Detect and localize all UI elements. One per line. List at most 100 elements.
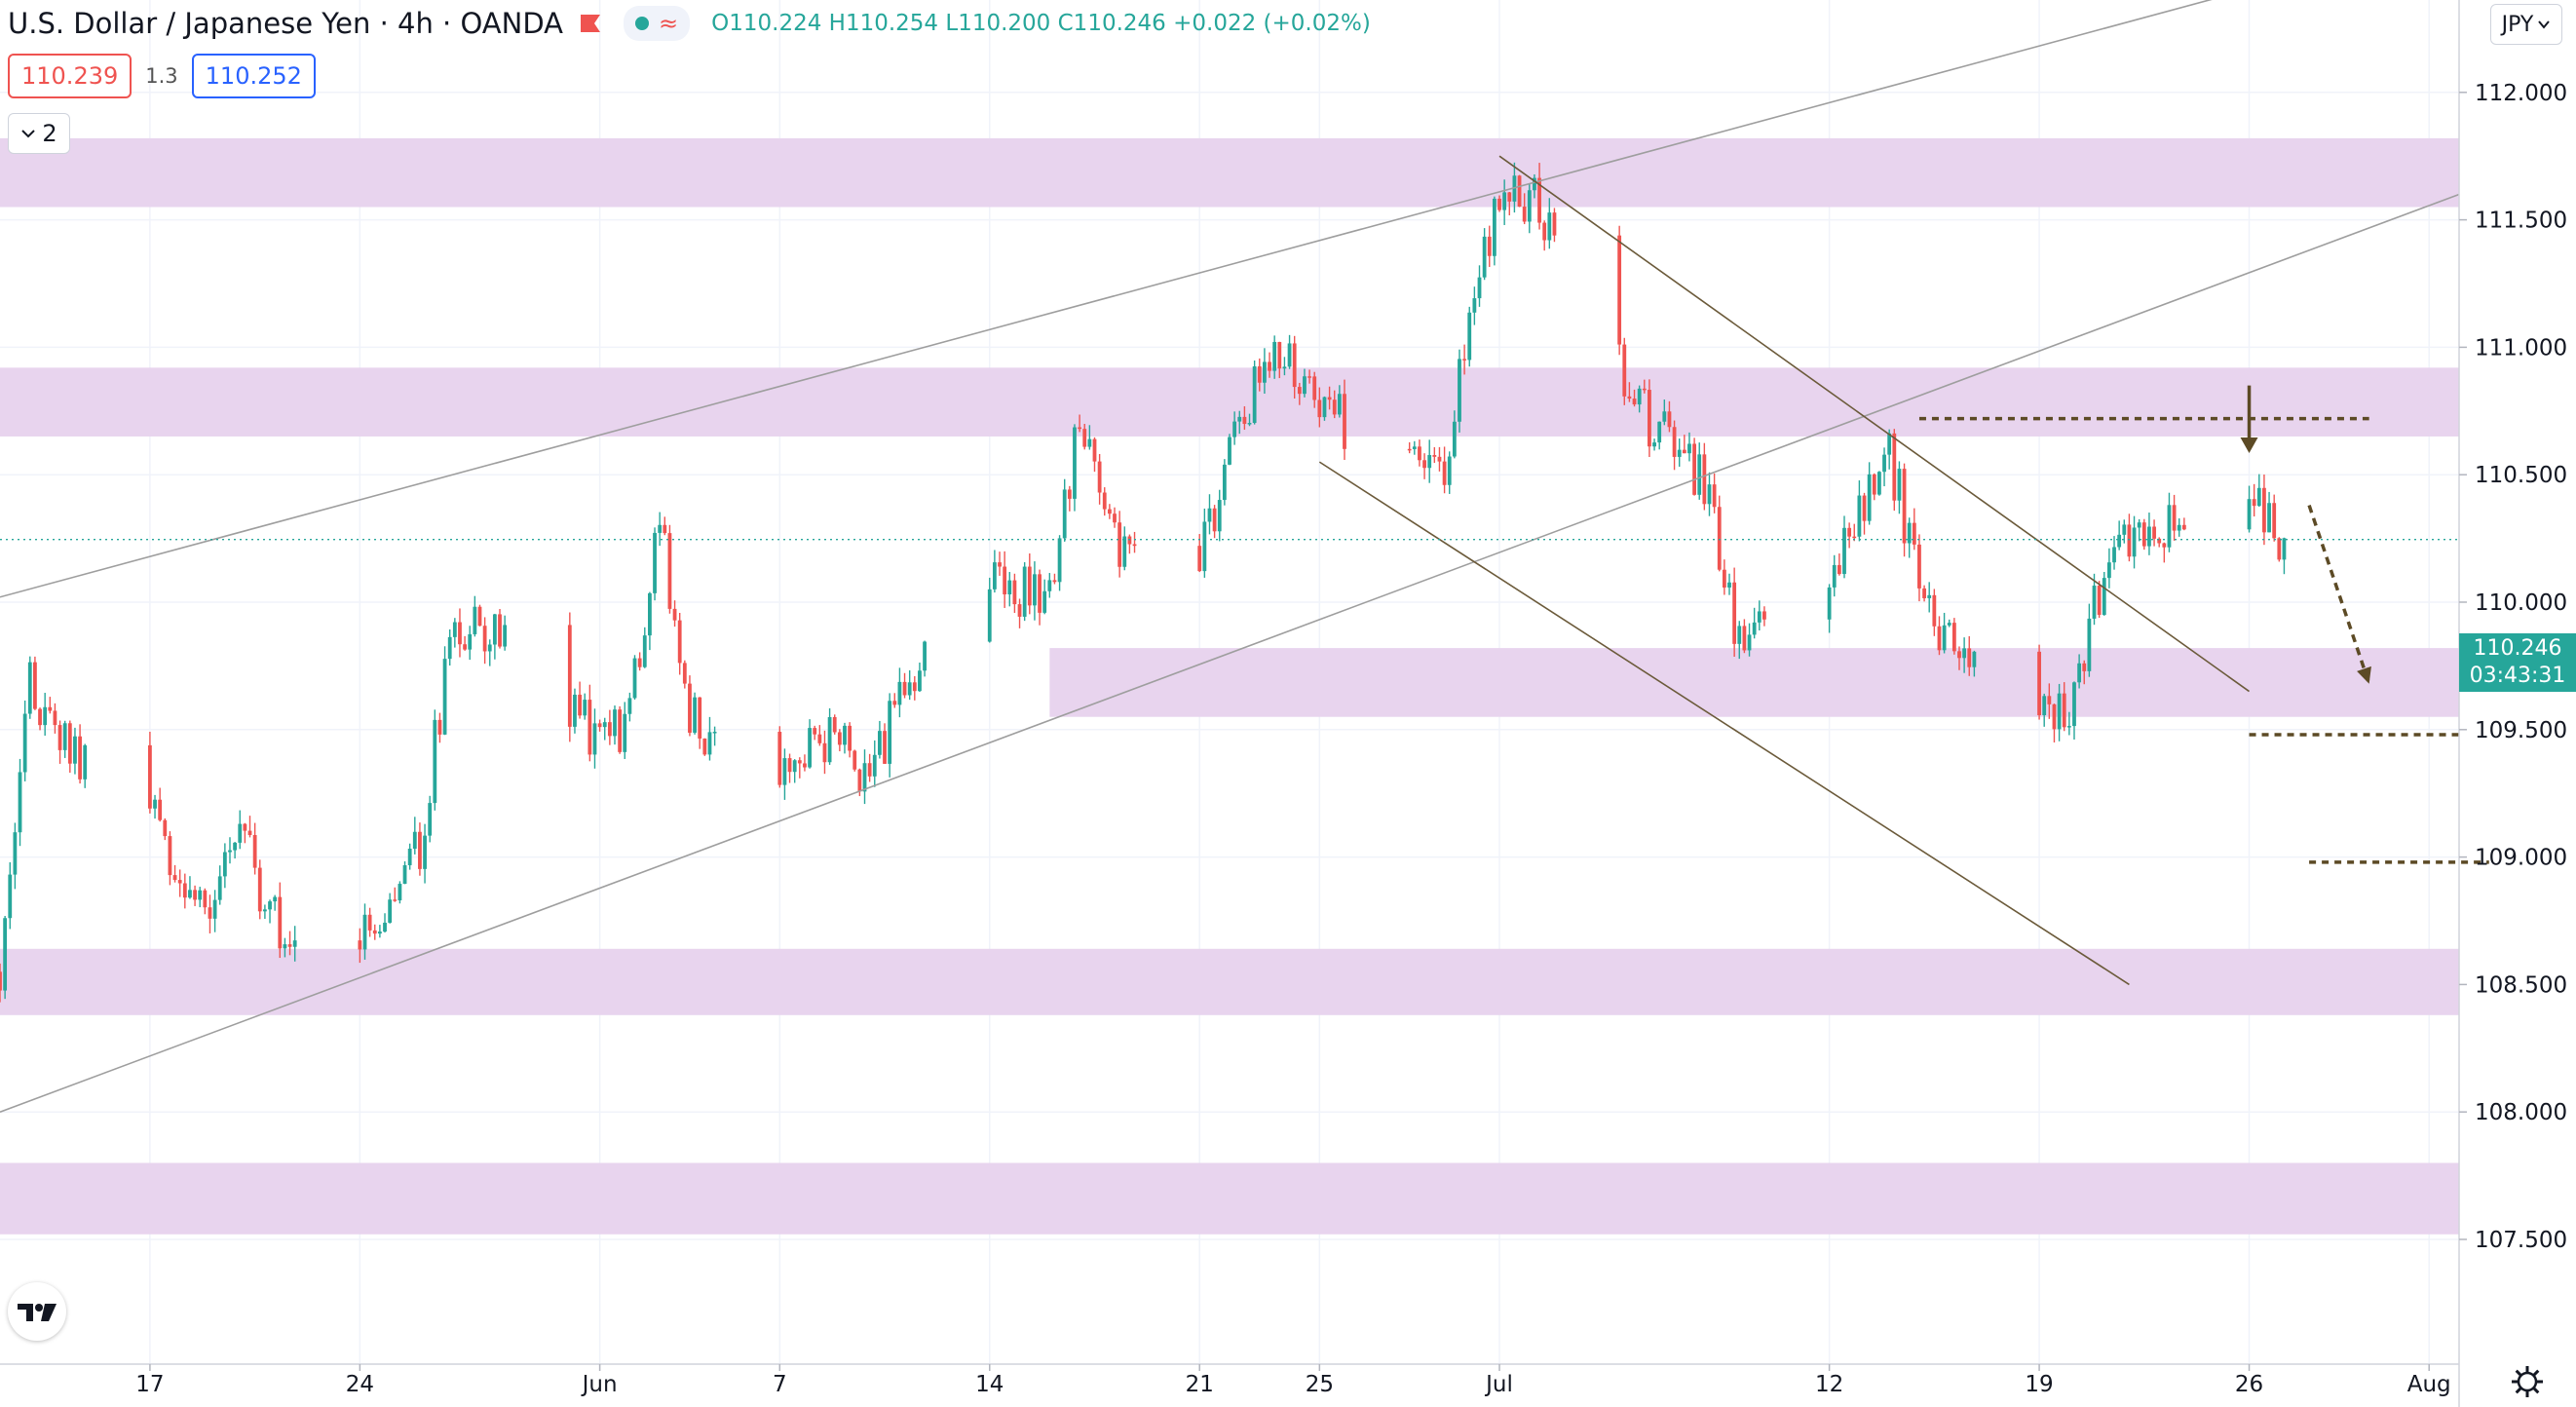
candle-body (477, 606, 482, 627)
candle-body (797, 760, 802, 764)
candle-body (822, 742, 827, 763)
candle-body (567, 625, 572, 727)
candle-body (1642, 388, 1647, 391)
status-pill[interactable]: ≈ (624, 6, 691, 41)
candle-body (57, 725, 62, 750)
bar-countdown: 03:43:31 (2469, 664, 2566, 688)
candle-body (1707, 484, 1712, 505)
candle-body (848, 725, 852, 751)
candle-body (1507, 192, 1512, 202)
candle-body (1632, 399, 1637, 405)
candle-body (412, 831, 417, 849)
candle-body (837, 732, 842, 745)
candle-body (38, 708, 42, 726)
candle-body (1522, 207, 1527, 222)
zone-band (0, 367, 2459, 437)
candle-body (1343, 394, 1346, 449)
candle-body (1102, 492, 1107, 510)
candle-body (1842, 527, 1846, 575)
candle-body (1247, 423, 1252, 425)
candle-body (573, 694, 577, 727)
candle-body (2181, 524, 2186, 530)
candle-body (1202, 521, 1207, 572)
candle-body (1467, 312, 1472, 361)
candle-body (498, 614, 502, 647)
candle-body (188, 890, 192, 898)
status-dot-icon (635, 17, 650, 30)
symbol-header: U.S. Dollar / Japanese Yen · 4h · OANDA … (8, 4, 1371, 43)
candle-body (473, 606, 477, 634)
candle-body (892, 701, 897, 705)
ohlc-open: O110.224 (711, 11, 822, 36)
sell-price: 110.239 (21, 62, 119, 90)
currency-select[interactable]: JPY (2490, 4, 2562, 45)
candle-body (1947, 623, 1951, 626)
candle-body (2057, 693, 2062, 730)
candle-body (1263, 361, 1267, 383)
candle-body (2092, 586, 2097, 619)
candle-body (257, 867, 262, 912)
indicators-toggle-button[interactable]: 2 (8, 113, 70, 154)
candle-body (1537, 177, 1541, 223)
time-tick-label: Jul (1484, 1372, 1513, 1397)
candle-body (592, 723, 597, 755)
candle-body (862, 763, 867, 792)
candle-body (987, 589, 992, 642)
candle-body (83, 744, 88, 780)
candle-body (233, 842, 238, 851)
candle-body (867, 763, 872, 777)
price-tick-label: 109.000 (2475, 846, 2567, 871)
candle-body (1737, 626, 1742, 644)
candle-body (1652, 442, 1656, 447)
candle-body (193, 890, 197, 900)
candle-body (707, 732, 712, 755)
candle-body (1307, 376, 1311, 378)
candle-body (2112, 547, 2116, 563)
candle-body (2147, 526, 2151, 547)
candle-body (787, 758, 792, 773)
candle-body (1742, 626, 1747, 651)
candle-body (1462, 359, 1467, 361)
candle-body (273, 896, 278, 902)
candle-body (1287, 343, 1292, 367)
candle-body (1337, 394, 1342, 415)
candle-body (1847, 527, 1852, 537)
zone-band (0, 137, 2459, 208)
candle-body (73, 736, 77, 764)
candle-body (1717, 507, 1722, 570)
trend-line (1318, 461, 2130, 986)
tradingview-logo-icon[interactable] (8, 1282, 66, 1341)
candle-body (852, 750, 857, 770)
sell-button[interactable]: 110.239 (8, 54, 133, 98)
candle-body (1951, 623, 1956, 652)
gear-icon[interactable] (2508, 1362, 2547, 1401)
candle-body (442, 659, 447, 735)
candle-body (2272, 503, 2277, 539)
candle-body (487, 644, 492, 652)
candle-body (393, 899, 398, 901)
candle-body (1042, 590, 1047, 613)
candle-body (1752, 622, 1757, 635)
price-tick-label: 109.500 (2475, 718, 2567, 743)
spread-value: 1.3 (145, 64, 178, 88)
candle-body (1887, 433, 1892, 455)
candle-body (1832, 564, 1837, 588)
candle-body (618, 709, 623, 752)
candle-body (607, 722, 612, 737)
flag-icon[interactable] (579, 13, 602, 34)
channel-line (0, 0, 2213, 598)
candle-body (222, 852, 227, 877)
candle-body (1672, 427, 1677, 457)
candle-body (203, 890, 208, 908)
candle-body (43, 706, 48, 726)
ohlc-high: H110.254 (828, 11, 939, 36)
candle-body (1297, 387, 1302, 395)
buy-button[interactable]: 110.252 (191, 54, 316, 98)
trend-line (1498, 155, 2251, 693)
candle-body (1082, 429, 1087, 447)
price-tick-label: 112.000 (2475, 81, 2567, 106)
symbol-title[interactable]: U.S. Dollar / Japanese Yen · 4h · OANDA (8, 7, 564, 40)
candle-body (663, 524, 667, 534)
